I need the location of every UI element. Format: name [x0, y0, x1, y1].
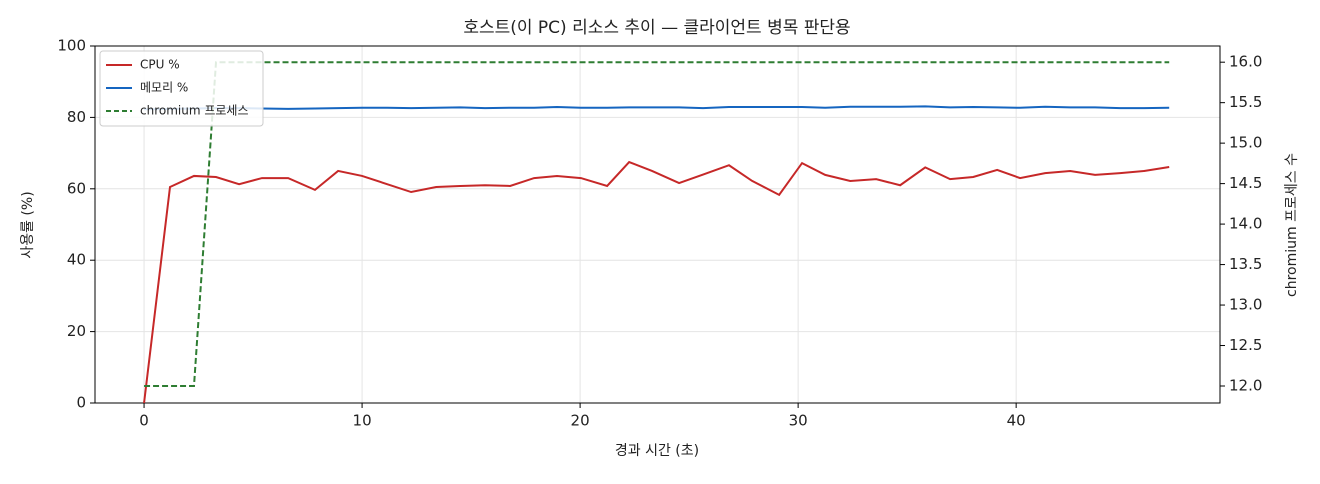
y-tick-label: 100: [57, 37, 86, 55]
series-line: [144, 61, 1170, 387]
chart-title: 호스트(이 PC) 리소스 추이 — 클라이언트 병목 판단용: [463, 18, 850, 38]
y2-tick-label: 15.5: [1229, 93, 1262, 111]
x-tick-label: 30: [789, 412, 808, 430]
y-tick-label: 40: [67, 251, 86, 269]
y2-tick-label: 12.5: [1229, 336, 1262, 354]
series-line: [143, 160, 1170, 404]
y2-tick-label: 13.0: [1229, 296, 1262, 314]
x-tick-label: 10: [353, 412, 372, 430]
y2-tick-label: 14.5: [1229, 174, 1262, 192]
x-tick-label: 20: [571, 412, 590, 430]
y-tick-label: 60: [67, 179, 86, 197]
y-tick-label: 80: [67, 108, 86, 126]
y-tick-label: 0: [76, 394, 86, 412]
y-axis-label: 사용률 (%): [20, 191, 36, 258]
x-tick-label: 40: [1007, 412, 1026, 430]
legend: CPU % 메모리 % chromium 프로세스: [99, 50, 264, 127]
y2-tick-label: 14.0: [1229, 215, 1262, 233]
plot-frame: [94, 45, 1221, 404]
legend-box: [99, 50, 264, 127]
y2-tick-label: 13.5: [1229, 255, 1262, 273]
y2-tick-label: 15.0: [1229, 134, 1262, 152]
legend-label: CPU %: [140, 58, 180, 72]
x-tick-label: 0: [139, 412, 149, 430]
y2-tick-label: 12.0: [1229, 377, 1262, 395]
y2-axis-label: chromium 프로세스 수: [1284, 153, 1300, 297]
series-line: [144, 105, 1170, 111]
y-tick-label: 20: [67, 322, 86, 340]
y2-tick-label: 16.0: [1229, 53, 1262, 71]
legend-label: 메모리 %: [140, 81, 188, 95]
legend-label: chromium 프로세스: [140, 104, 249, 118]
x-axis-label: 경과 시간 (초): [615, 443, 699, 459]
